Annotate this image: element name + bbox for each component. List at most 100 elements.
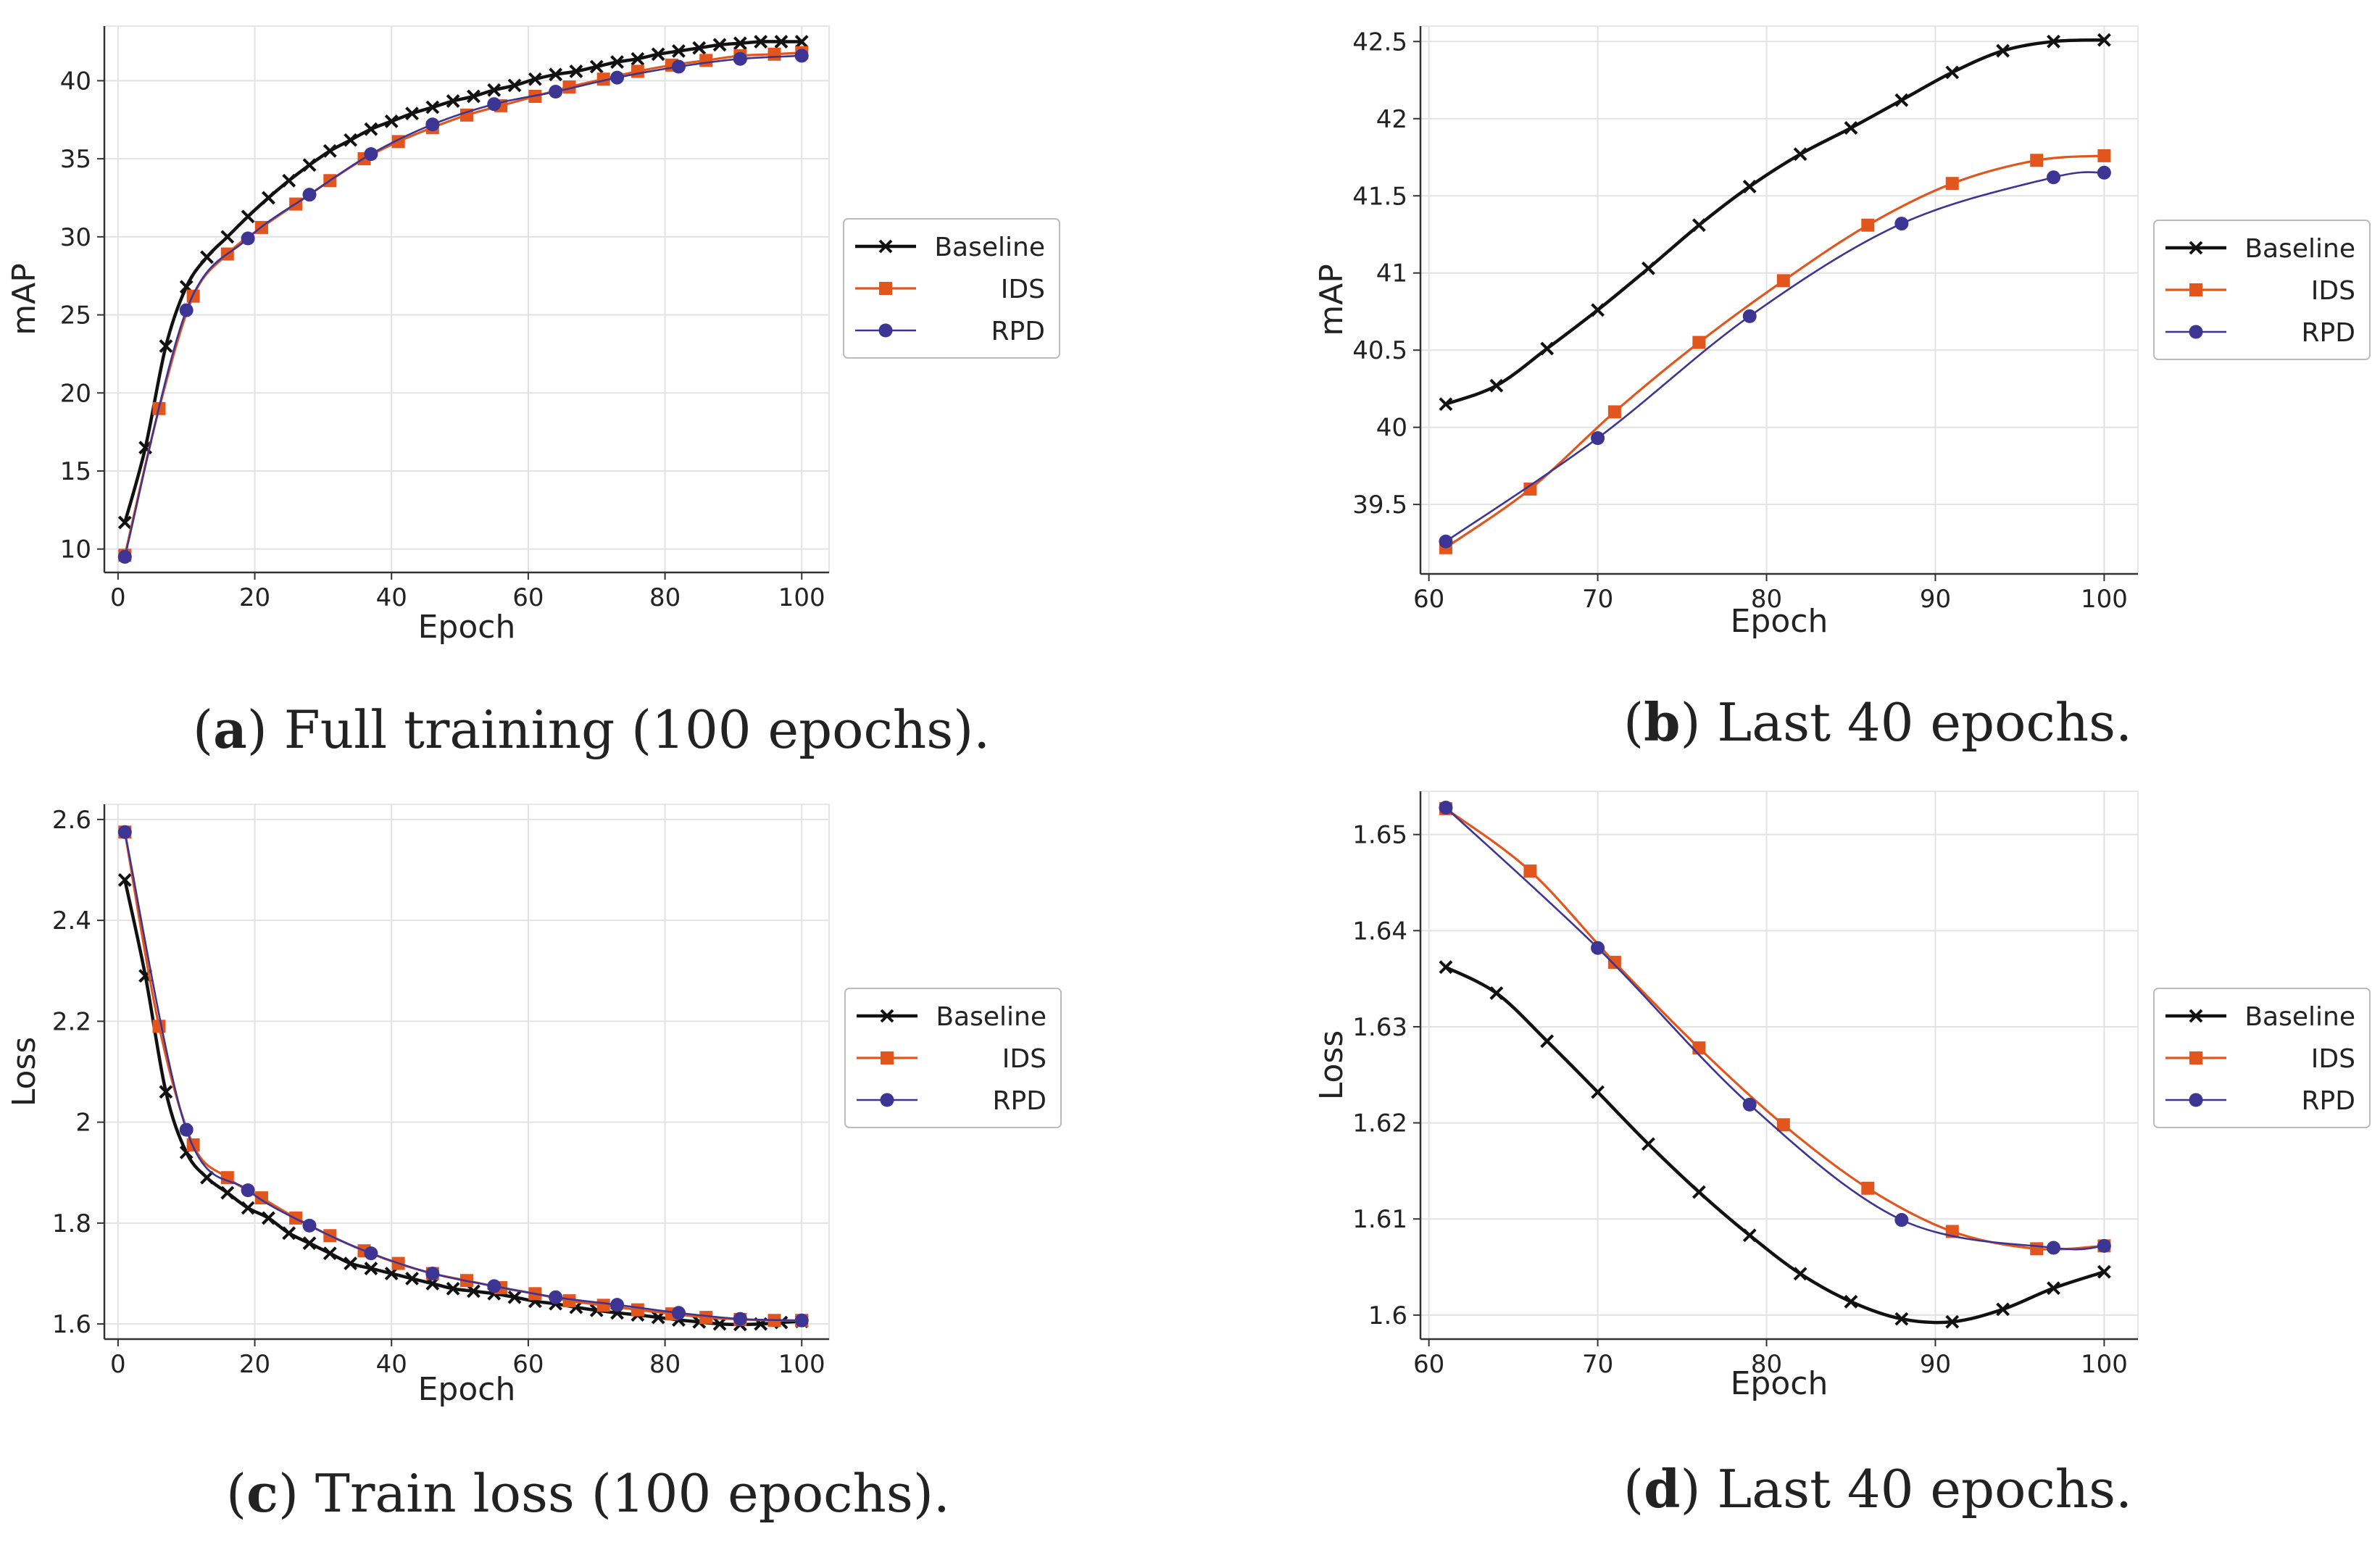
data-point xyxy=(241,1183,255,1198)
data-point xyxy=(405,107,419,121)
plot-area xyxy=(104,25,830,573)
data-point xyxy=(1523,482,1537,496)
data-point xyxy=(610,70,625,85)
data-point xyxy=(302,1218,317,1233)
y-tick-label: 1.64 xyxy=(1352,917,1407,946)
y-tick-label: 40 xyxy=(1376,414,1407,443)
data-point xyxy=(446,1281,460,1296)
legend-marker xyxy=(880,1093,894,1107)
data-point xyxy=(1523,864,1537,878)
y-axis-label: Loss xyxy=(1313,1030,1350,1101)
x-tick-label: 80 xyxy=(649,583,681,612)
x-tick-label: 80 xyxy=(649,1350,681,1379)
data-point xyxy=(1439,397,1453,412)
legend: Baseline IDS RPD xyxy=(2153,220,2371,360)
data-point xyxy=(262,1211,275,1225)
series-line xyxy=(1445,171,2105,543)
data-point xyxy=(1793,1267,1807,1281)
data-point xyxy=(549,84,563,99)
data-point xyxy=(1540,341,1555,356)
y-tick-label: 1.6 xyxy=(52,1310,91,1339)
data-point xyxy=(1945,65,1960,80)
data-point xyxy=(364,1262,378,1275)
data-point xyxy=(549,67,563,82)
data-point xyxy=(651,47,665,62)
data-point xyxy=(446,93,460,108)
y-axis-label: Loss xyxy=(6,1037,43,1107)
data-point xyxy=(692,41,707,55)
data-point xyxy=(1844,121,1858,135)
series-rpd xyxy=(1439,165,2111,549)
x-tick-label: 60 xyxy=(512,1350,544,1379)
data-point xyxy=(344,133,358,147)
y-tick-label: 20 xyxy=(60,379,91,408)
legend-marker xyxy=(880,1009,894,1023)
legend-box xyxy=(844,988,1062,1128)
legend-label: IDS xyxy=(2311,276,2355,306)
data-point xyxy=(1844,1294,1858,1309)
data-point xyxy=(754,35,768,49)
legend-box xyxy=(2153,220,2371,360)
caption-b: (b) Last 40 epochs. xyxy=(1623,691,2133,753)
data-point xyxy=(1642,261,1655,275)
data-point xyxy=(1776,274,1790,288)
data-point xyxy=(712,1317,727,1331)
data-point xyxy=(405,1272,419,1285)
data-point xyxy=(671,1306,686,1320)
data-point xyxy=(220,230,235,244)
data-point xyxy=(2047,1281,2060,1296)
legend-label: Baseline xyxy=(936,1002,1047,1032)
series-rpd xyxy=(1439,801,2111,1255)
data-point xyxy=(1776,1118,1790,1132)
data-point xyxy=(384,114,399,128)
legend-marker xyxy=(2189,283,2202,296)
data-point xyxy=(1861,218,1875,232)
series-baseline xyxy=(117,35,809,530)
data-point xyxy=(159,1085,173,1099)
data-point xyxy=(200,250,214,264)
data-point xyxy=(1894,217,1909,231)
data-point xyxy=(2097,149,2111,162)
data-point xyxy=(1439,801,1453,815)
data-point xyxy=(200,1170,214,1185)
data-point xyxy=(1742,309,1757,323)
data-point xyxy=(1894,1213,1909,1228)
data-point xyxy=(610,1298,625,1312)
data-point xyxy=(1591,431,1605,446)
data-point xyxy=(507,1290,522,1304)
data-point xyxy=(179,303,194,317)
data-point xyxy=(2097,1238,2111,1253)
data-point xyxy=(487,1279,502,1293)
y-tick-label: 41.5 xyxy=(1352,182,1407,211)
legend-marker xyxy=(2189,1051,2202,1064)
y-axis-label: mAP xyxy=(6,263,43,336)
caption-c: (c) Train loss (100 epochs). xyxy=(226,1462,950,1524)
data-point xyxy=(344,1256,358,1270)
data-point xyxy=(1861,1181,1875,1195)
data-point xyxy=(1607,405,1621,419)
data-point xyxy=(767,47,781,61)
y-tick-label: 42 xyxy=(1376,105,1407,134)
series-line xyxy=(1445,807,2105,1251)
data-point xyxy=(2097,33,2111,47)
data-point xyxy=(794,35,809,49)
data-point xyxy=(507,78,522,93)
data-point xyxy=(672,44,686,58)
x-axis-label: Epoch xyxy=(418,609,516,646)
data-point xyxy=(159,339,173,354)
y-tick-label: 25 xyxy=(60,301,91,330)
data-point xyxy=(610,55,624,69)
x-axis-label: Epoch xyxy=(1731,1365,1828,1402)
x-tick-label: 80 xyxy=(1751,585,1782,614)
data-point xyxy=(364,147,378,162)
legend-label: RPD xyxy=(993,1086,1047,1116)
legend-label: RPD xyxy=(991,317,1045,346)
caption-d: (d) Last 40 epochs. xyxy=(1623,1458,2133,1520)
data-point xyxy=(302,158,317,172)
legend-marker xyxy=(878,323,893,338)
y-tick-label: 2.6 xyxy=(52,806,91,835)
y-tick-label: 40.5 xyxy=(1352,336,1407,365)
data-point xyxy=(569,64,583,78)
data-point xyxy=(1742,1097,1757,1112)
y-tick-label: 2.4 xyxy=(52,907,91,935)
